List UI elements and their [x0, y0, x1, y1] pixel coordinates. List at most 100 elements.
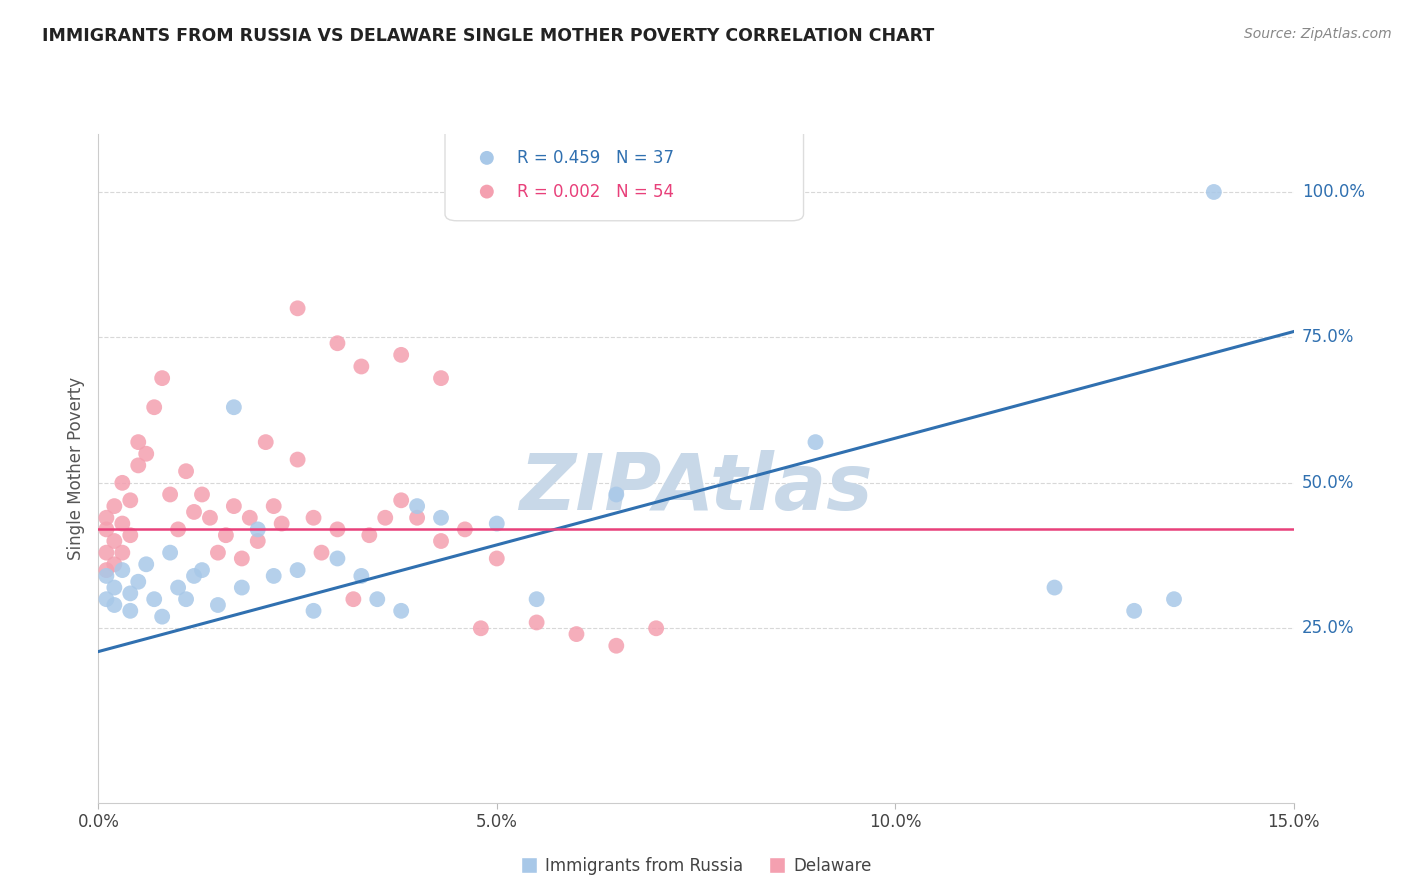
Point: [302, 604, 325, 618]
Point: [1202, 185, 1225, 199]
Point: [406, 499, 429, 513]
Point: [103, 534, 125, 549]
Point: [143, 401, 166, 415]
Point: [326, 336, 349, 351]
Point: [263, 499, 285, 513]
Text: IMMIGRANTS FROM RUSSIA VS DELAWARE SINGLE MOTHER POVERTY CORRELATION CHART: IMMIGRANTS FROM RUSSIA VS DELAWARE SINGL…: [42, 27, 935, 45]
Point: [222, 401, 245, 415]
Point: [120, 604, 142, 618]
Point: [565, 627, 588, 641]
Point: [198, 510, 221, 524]
Text: 75.0%: 75.0%: [1302, 328, 1354, 346]
Point: [804, 435, 827, 450]
Point: [127, 458, 149, 473]
Point: [350, 569, 373, 583]
Point: [96, 522, 118, 536]
Point: [207, 546, 229, 560]
Point: [342, 592, 364, 607]
Text: R = 0.002   N = 54: R = 0.002 N = 54: [517, 183, 673, 201]
Point: [96, 569, 118, 583]
Text: 50.0%: 50.0%: [1302, 474, 1354, 491]
Point: [167, 581, 190, 595]
Point: [1163, 592, 1185, 607]
Point: [127, 435, 149, 450]
Point: [103, 558, 125, 572]
Point: [96, 592, 118, 607]
Point: [159, 546, 181, 560]
Point: [485, 551, 508, 566]
Point: [96, 546, 118, 560]
Point: [159, 487, 181, 501]
Point: [246, 534, 269, 549]
Point: [1123, 604, 1146, 618]
Point: [127, 574, 149, 589]
Point: [143, 592, 166, 607]
Point: [389, 604, 412, 618]
Point: [231, 551, 253, 566]
Point: [326, 522, 349, 536]
Point: [183, 505, 205, 519]
Point: [183, 569, 205, 583]
Point: [302, 510, 325, 524]
Point: [103, 598, 125, 612]
Point: [526, 592, 548, 607]
Point: [270, 516, 292, 531]
Point: [326, 551, 349, 566]
Point: [311, 546, 333, 560]
Point: [430, 371, 453, 385]
Point: [254, 435, 277, 450]
Point: [111, 546, 134, 560]
Point: [96, 510, 118, 524]
Point: [389, 348, 412, 362]
Point: [1043, 581, 1066, 595]
Point: [231, 581, 253, 595]
Point: [406, 510, 429, 524]
Point: [167, 522, 190, 536]
Point: [103, 581, 125, 595]
Point: [374, 510, 396, 524]
Point: [174, 592, 197, 607]
Point: [389, 493, 412, 508]
Point: [191, 487, 214, 501]
Point: [430, 534, 453, 549]
Point: [350, 359, 373, 374]
Point: [191, 563, 214, 577]
Point: [174, 464, 197, 478]
Point: [215, 528, 238, 542]
Point: [207, 598, 229, 612]
Point: [135, 558, 157, 572]
Point: [430, 510, 453, 524]
Point: [263, 569, 285, 583]
Point: [150, 371, 173, 385]
Point: [120, 493, 142, 508]
Point: [287, 452, 309, 467]
Point: [470, 621, 492, 635]
Text: 25.0%: 25.0%: [1302, 619, 1354, 637]
Point: [239, 510, 262, 524]
Text: R = 0.459   N = 37: R = 0.459 N = 37: [517, 149, 673, 167]
Point: [359, 528, 381, 542]
Legend: Immigrants from Russia, Delaware: Immigrants from Russia, Delaware: [513, 850, 879, 881]
Point: [366, 592, 388, 607]
Point: [605, 639, 627, 653]
Point: [120, 528, 142, 542]
Text: ZIPAtlas: ZIPAtlas: [519, 450, 873, 526]
Point: [111, 516, 134, 531]
Point: [287, 563, 309, 577]
Point: [287, 301, 309, 316]
Point: [96, 563, 118, 577]
Point: [454, 522, 477, 536]
Point: [605, 487, 627, 501]
Point: [111, 563, 134, 577]
Y-axis label: Single Mother Poverty: Single Mother Poverty: [66, 376, 84, 560]
Point: [485, 516, 508, 531]
Point: [103, 499, 125, 513]
Text: 100.0%: 100.0%: [1302, 183, 1365, 201]
Point: [645, 621, 668, 635]
Point: [111, 475, 134, 490]
Point: [246, 522, 269, 536]
Point: [135, 447, 157, 461]
Text: Source: ZipAtlas.com: Source: ZipAtlas.com: [1244, 27, 1392, 41]
Point: [222, 499, 245, 513]
Point: [120, 586, 142, 600]
